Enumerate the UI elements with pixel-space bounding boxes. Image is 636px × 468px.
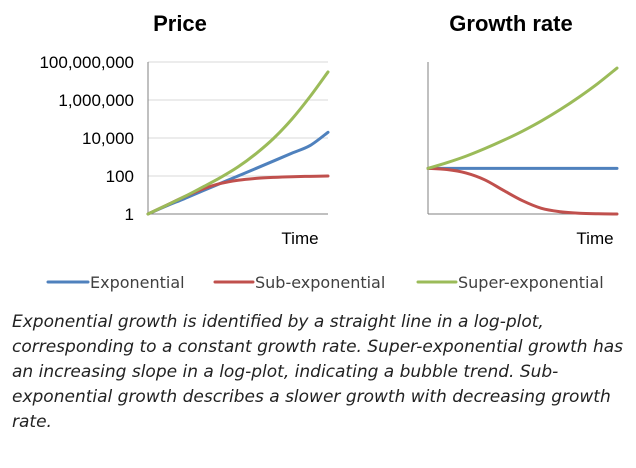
series-line-sub-exponential xyxy=(146,174,330,216)
y-tick-label: 100,000,000 xyxy=(39,53,134,72)
legend-label-sub-exponential: Sub-exponential xyxy=(255,273,385,292)
series-line-super-exponential xyxy=(426,66,619,170)
series-line-sub-exponential xyxy=(426,166,619,216)
x-axis-label: Time xyxy=(576,229,613,248)
legend: Exponential Sub-exponential Super-exponent… xyxy=(46,273,604,292)
chart-title: Price xyxy=(153,11,207,36)
y-tick-label: 10,000 xyxy=(82,129,134,148)
figure-svg: Price110010,0001,000,000100,000,000Time … xyxy=(39,11,619,292)
series-line-super-exponential xyxy=(146,70,330,216)
chart-title: Growth rate xyxy=(449,11,572,36)
y-tick-label: 100 xyxy=(106,167,134,186)
legend-label-super-exponential: Super-exponential xyxy=(458,273,604,292)
growth-rate-chart: Growth rate Time xyxy=(426,11,619,248)
legend-label-exponential: Exponential xyxy=(90,273,185,292)
figure-caption: Exponential growth is identified by a st… xyxy=(12,312,623,432)
figure: Price 1 100 10,000 1,000,000 100,000,000 Time … xyxy=(39,11,619,292)
x-axis-label: Time xyxy=(281,229,318,248)
y-tick-label: 1,000,000 xyxy=(58,91,134,110)
price-chart: Price 1 100 10,000 1,000,000 100,000,000 Time xyxy=(39,11,330,248)
y-tick-label: 1 xyxy=(125,205,134,224)
